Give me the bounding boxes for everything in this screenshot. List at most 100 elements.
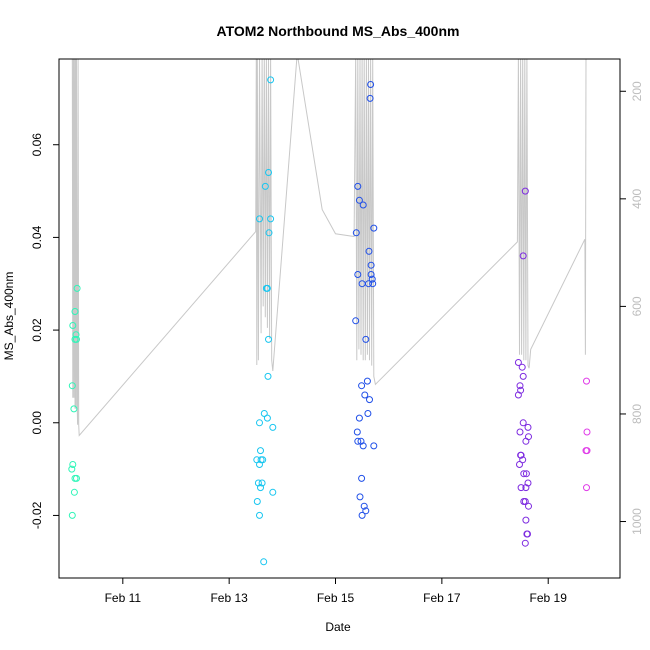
series-0 [68,284,81,519]
data-point [73,284,81,292]
data-point [256,511,263,519]
data-point [73,335,80,343]
data-point [367,261,375,269]
y-tick-label: 0.06 [30,133,44,157]
data-point [69,461,77,468]
data-point [259,456,267,464]
data-point [360,502,368,510]
data-point [70,488,78,496]
data-point [72,331,80,339]
series-4 [582,377,591,492]
x-axis-label: Date [325,620,351,634]
data-point [519,456,527,464]
data-point [368,275,376,283]
data-point [267,76,275,84]
data-point [260,558,268,566]
y-tick-label: 0.04 [30,225,44,249]
x-tick-label: Feb 11 [105,591,142,605]
right-tick-label: 600 [630,296,644,316]
chart-title: ATOM2 Northbound MS_Abs_400nm [217,23,460,39]
data-point [269,423,277,431]
series-2 [352,81,378,519]
data-point [256,461,263,468]
y-tick-label: -0.02 [30,501,44,529]
data-point [354,437,362,445]
series-1 [253,76,277,566]
data-point [363,377,371,385]
data-point [69,322,77,329]
data-point [257,447,264,455]
data-point [516,461,523,468]
data-point [358,511,366,519]
data-point [521,539,529,547]
data-point [359,442,367,450]
data-point [358,280,366,288]
data-point [358,382,366,390]
data-point [265,335,272,343]
data-point [265,169,272,176]
data-point [258,479,266,487]
data-point [264,372,272,380]
data-point [364,410,372,417]
data-point [263,284,271,292]
data-point [514,359,522,366]
data-point [352,229,360,237]
data-point [583,447,591,455]
data-point [365,247,373,255]
right-tick-label: 400 [630,188,644,208]
data-point [358,474,366,482]
data-point [68,382,76,390]
data-point [256,419,263,427]
axes-layer: Feb 11 Feb 13 Feb 15 Feb 17 Feb 19 -0.02 0.00 0… [30,58,644,605]
plot-frame [58,58,621,579]
data-point [256,215,263,223]
data-point [269,488,277,496]
data-point [516,428,524,436]
data-point [521,498,529,505]
y-axis-label: MS_Abs_400nm [2,272,16,361]
data-point [522,516,530,524]
track-layer [71,59,587,437]
data-point [522,484,530,492]
x-tick-label: Feb 17 [423,591,461,605]
data-point [68,465,76,473]
data-point [583,377,590,385]
data-point [253,498,261,505]
data-point [359,201,367,209]
points-layer [68,76,591,566]
data-point [366,94,374,102]
data-point [520,470,528,478]
data-point [583,484,590,492]
right-tick-label: 800 [630,404,644,424]
data-point [70,405,78,413]
data-point [517,484,525,492]
data-point [524,423,532,431]
data-point [367,81,375,88]
data-point [68,511,76,519]
data-point [514,391,522,399]
data-point [522,470,530,478]
x-tick-label: Feb 15 [317,591,355,605]
data-point [362,335,370,343]
data-point [519,252,527,260]
data-point [355,196,363,204]
x-tick-label: Feb 19 [530,591,568,605]
data-point [257,484,264,492]
data-point [369,280,377,288]
data-point [355,414,363,422]
data-point [354,182,362,190]
data-point [263,414,271,422]
data-point [516,382,524,390]
data-point [356,493,364,501]
right-tick-label: 200 [630,81,644,101]
data-point [365,280,372,288]
data-point [518,363,526,371]
data-point [370,224,378,232]
y-tick-label: 0.02 [30,318,44,342]
data-point [361,391,369,399]
data-point [367,271,375,278]
data-point [519,419,527,427]
y-tick-label: 0.00 [30,411,44,435]
right-tick-label: 1000 [630,508,644,535]
